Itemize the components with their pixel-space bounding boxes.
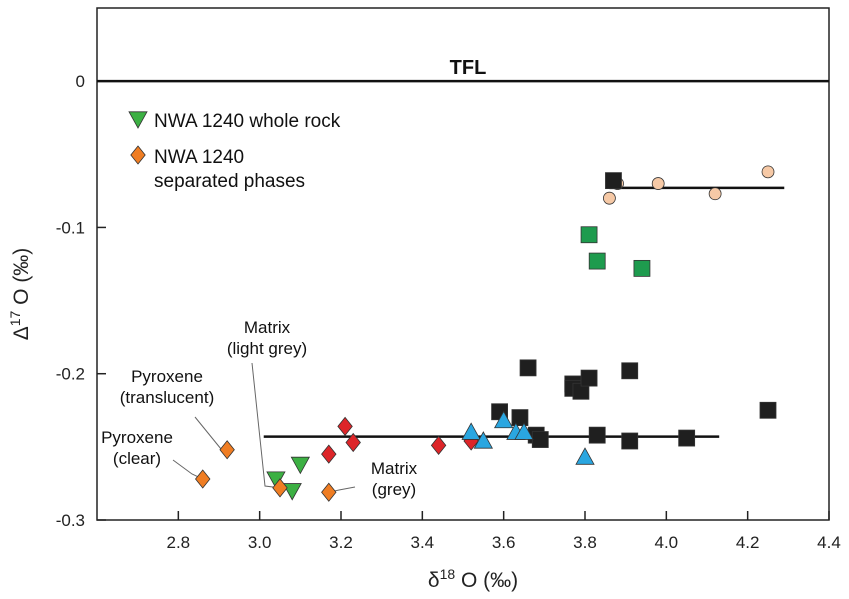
x-tick-label: 4.4 (817, 533, 841, 552)
data-point-diamond (337, 416, 353, 437)
annotations: Matrix (light grey) Pyroxene (translucent) P… (101, 318, 418, 499)
y-axis-title: Δ17 O (‰) (7, 248, 33, 341)
data-point-square (605, 172, 622, 190)
data-point-circle (651, 177, 665, 190)
data-point-square (580, 226, 598, 244)
x-tick-label: 3.0 (248, 533, 272, 552)
data-point-square (759, 401, 777, 419)
data-point-triangle-up (514, 422, 534, 440)
plot-frame (96, 7, 830, 521)
data-point-square (621, 362, 639, 380)
annotation-label: Pyroxene (101, 428, 173, 447)
annotation-leader (194, 416, 228, 451)
annotation-label: Pyroxene (131, 367, 203, 386)
data-points (195, 165, 777, 502)
x-tick-label: 4.2 (736, 533, 760, 552)
legend-label: NWA 1240 (154, 147, 244, 168)
data-point-triangle-down (290, 456, 311, 475)
legend-marker (130, 145, 146, 165)
tfl-label: TFL (450, 57, 487, 79)
annotation-leader (251, 362, 281, 489)
fit-lines (263, 186, 785, 438)
data-point-square (580, 369, 598, 387)
data-point-diamond (219, 440, 235, 460)
data-point-square (588, 252, 606, 270)
data-point-diamond (195, 469, 211, 489)
x-tick-label: 2.8 (167, 533, 191, 552)
data-point-diamond (345, 432, 361, 453)
y-tick-label: -0.1 (56, 218, 85, 237)
data-point-triangle-up (575, 447, 595, 465)
y-tick-label: -0.3 (56, 511, 85, 530)
legend: NWA 1240 whole rock NWA 1240 separated pha… (128, 111, 341, 192)
plot-area-border (96, 7, 830, 521)
data-point-circle (761, 165, 775, 179)
y-axis: 0 -0.1 -0.2 -0.3 (56, 72, 106, 530)
data-point-circle (708, 187, 722, 201)
x-tick-label: 3.2 (329, 533, 353, 552)
data-point-square (633, 259, 651, 277)
data-point-square (519, 359, 537, 377)
annotation-label: (clear) (113, 449, 161, 468)
data-point-square (511, 409, 529, 427)
reference-line-group: TFL (97, 57, 829, 83)
y-tick-label: -0.2 (56, 365, 85, 384)
axis-titles: δ18 O (‰) Δ17 O (‰) (7, 248, 518, 592)
data-point-diamond (321, 482, 337, 502)
x-axis: 2.8 3.0 3.2 3.4 3.6 3.8 4.0 4.2 4.4 (167, 511, 841, 552)
annotation-label: (light grey) (227, 339, 307, 358)
annotation-label: (translucent) (120, 388, 214, 407)
annotation-label: (grey) (372, 480, 416, 499)
data-point-triangle-up (473, 431, 494, 449)
x-tick-label: 3.6 (492, 533, 516, 552)
data-point-triangle-up (461, 422, 481, 440)
data-point-square (531, 431, 549, 448)
annotation-label: Matrix (371, 459, 418, 478)
data-point-square (678, 429, 696, 447)
y-tick-label: 0 (76, 72, 85, 91)
data-point-square (621, 432, 639, 450)
x-tick-label: 4.0 (655, 533, 679, 552)
legend-label: separated phases (154, 171, 305, 192)
x-axis-title: δ18 O (‰) (428, 566, 518, 592)
data-point-triangle-down (282, 483, 302, 501)
x-tick-label: 3.8 (573, 533, 597, 552)
data-point-diamond (321, 444, 337, 464)
data-point-diamond (272, 478, 288, 498)
data-point-diamond (430, 435, 447, 456)
data-point-triangle-up (493, 410, 514, 429)
x-tick-label: 3.4 (411, 533, 435, 552)
data-point-square (588, 426, 606, 444)
legend-label: NWA 1240 whole rock (154, 111, 341, 132)
annotation-label: Matrix (244, 318, 291, 337)
data-point-circle (603, 191, 616, 205)
legend-marker (128, 111, 148, 129)
